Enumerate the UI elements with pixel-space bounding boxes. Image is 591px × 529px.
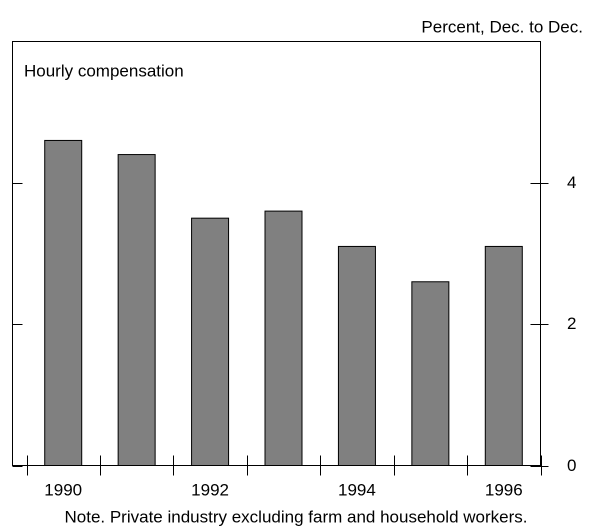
bar <box>484 245 523 466</box>
x-tick-label: 1992 <box>191 480 229 499</box>
y-tick-label: 4 <box>567 173 576 192</box>
chart-subtitle: Percent, Dec. to Dec. <box>421 17 583 36</box>
y-tick-label: 2 <box>567 314 576 333</box>
x-tick-label: 1996 <box>485 480 523 499</box>
bar <box>411 281 450 466</box>
bar <box>191 217 230 466</box>
bar <box>264 210 303 466</box>
x-tick-label: 1990 <box>44 480 82 499</box>
bar <box>117 154 156 466</box>
y-tick-label: 0 <box>567 456 576 475</box>
chart-note: Note. Private industry excluding farm an… <box>64 507 527 526</box>
bar <box>337 245 376 466</box>
x-tick-label: 1994 <box>338 480 376 499</box>
chart-title: Hourly compensation <box>24 61 184 80</box>
bar <box>44 139 83 467</box>
